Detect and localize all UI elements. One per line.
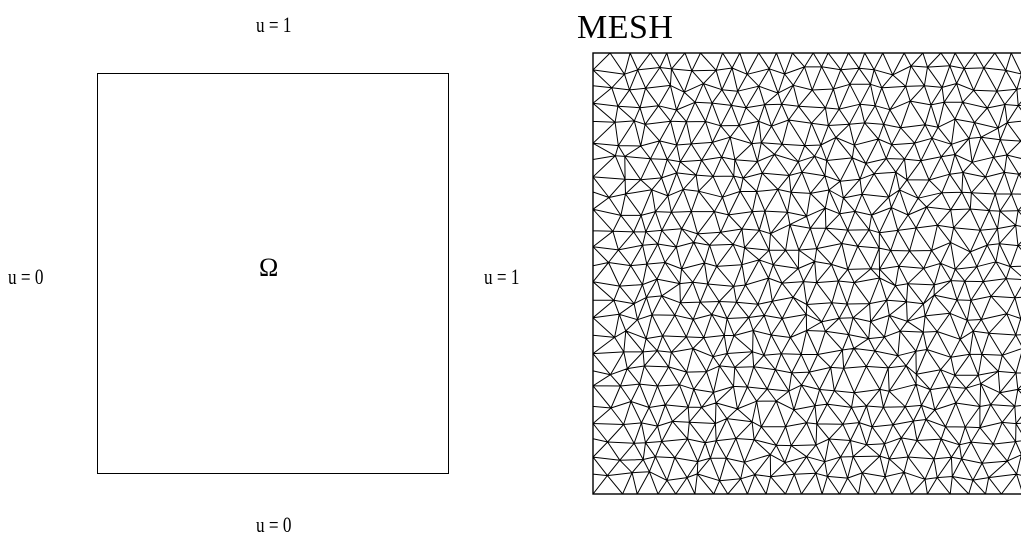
- top-boundary-label: u = 1: [256, 12, 292, 37]
- domain-omega-label: Ω: [259, 253, 279, 282]
- mesh-edges: [593, 53, 1021, 494]
- bottom-boundary-label: u = 0: [256, 512, 292, 537]
- right-boundary-label: u = 1: [484, 264, 520, 289]
- left-boundary-label: u = 0: [8, 264, 44, 289]
- mesh-boundary: [592, 52, 1021, 495]
- domain-rectangle: [97, 73, 449, 474]
- mesh-title: MESH: [577, 9, 674, 46]
